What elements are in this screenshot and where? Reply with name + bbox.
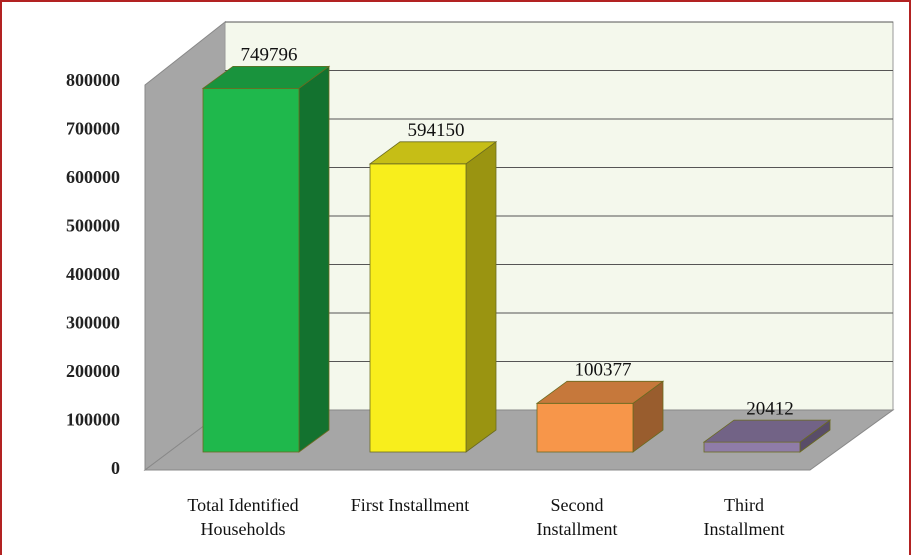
bar (202, 87, 300, 453)
bar-side (465, 141, 497, 453)
value-label: 594150 (408, 120, 465, 141)
bar-top (368, 141, 498, 165)
value-label: 20412 (746, 398, 794, 419)
bar (703, 441, 801, 453)
y-tick-label: 100000 (66, 410, 120, 430)
value-label: 749796 (241, 45, 298, 66)
bar-top (535, 380, 665, 404)
y-tick-label: 400000 (66, 264, 120, 284)
y-tick-label: 600000 (66, 167, 120, 187)
bar-top (201, 65, 331, 89)
bar-top (702, 419, 832, 443)
y-tick-label: 800000 (66, 70, 120, 90)
x-tick-label: Second Installment (536, 495, 618, 539)
x-tick-label: First Installment (350, 495, 470, 515)
x-tick-label: Third Installment (703, 495, 785, 539)
y-tick-label: 300000 (66, 313, 120, 333)
floor (143, 409, 895, 471)
bar-side (298, 65, 330, 453)
bar (536, 402, 634, 453)
y-tick-label: 700000 (66, 119, 120, 139)
y-tick-label: 0 (111, 458, 120, 478)
y-tick-label: 500000 (66, 216, 120, 236)
bar (369, 163, 467, 453)
x-tick-label: Total Identified Households (187, 495, 299, 539)
value-label: 100377 (575, 360, 632, 381)
y-tick-label: 200000 (66, 361, 120, 381)
